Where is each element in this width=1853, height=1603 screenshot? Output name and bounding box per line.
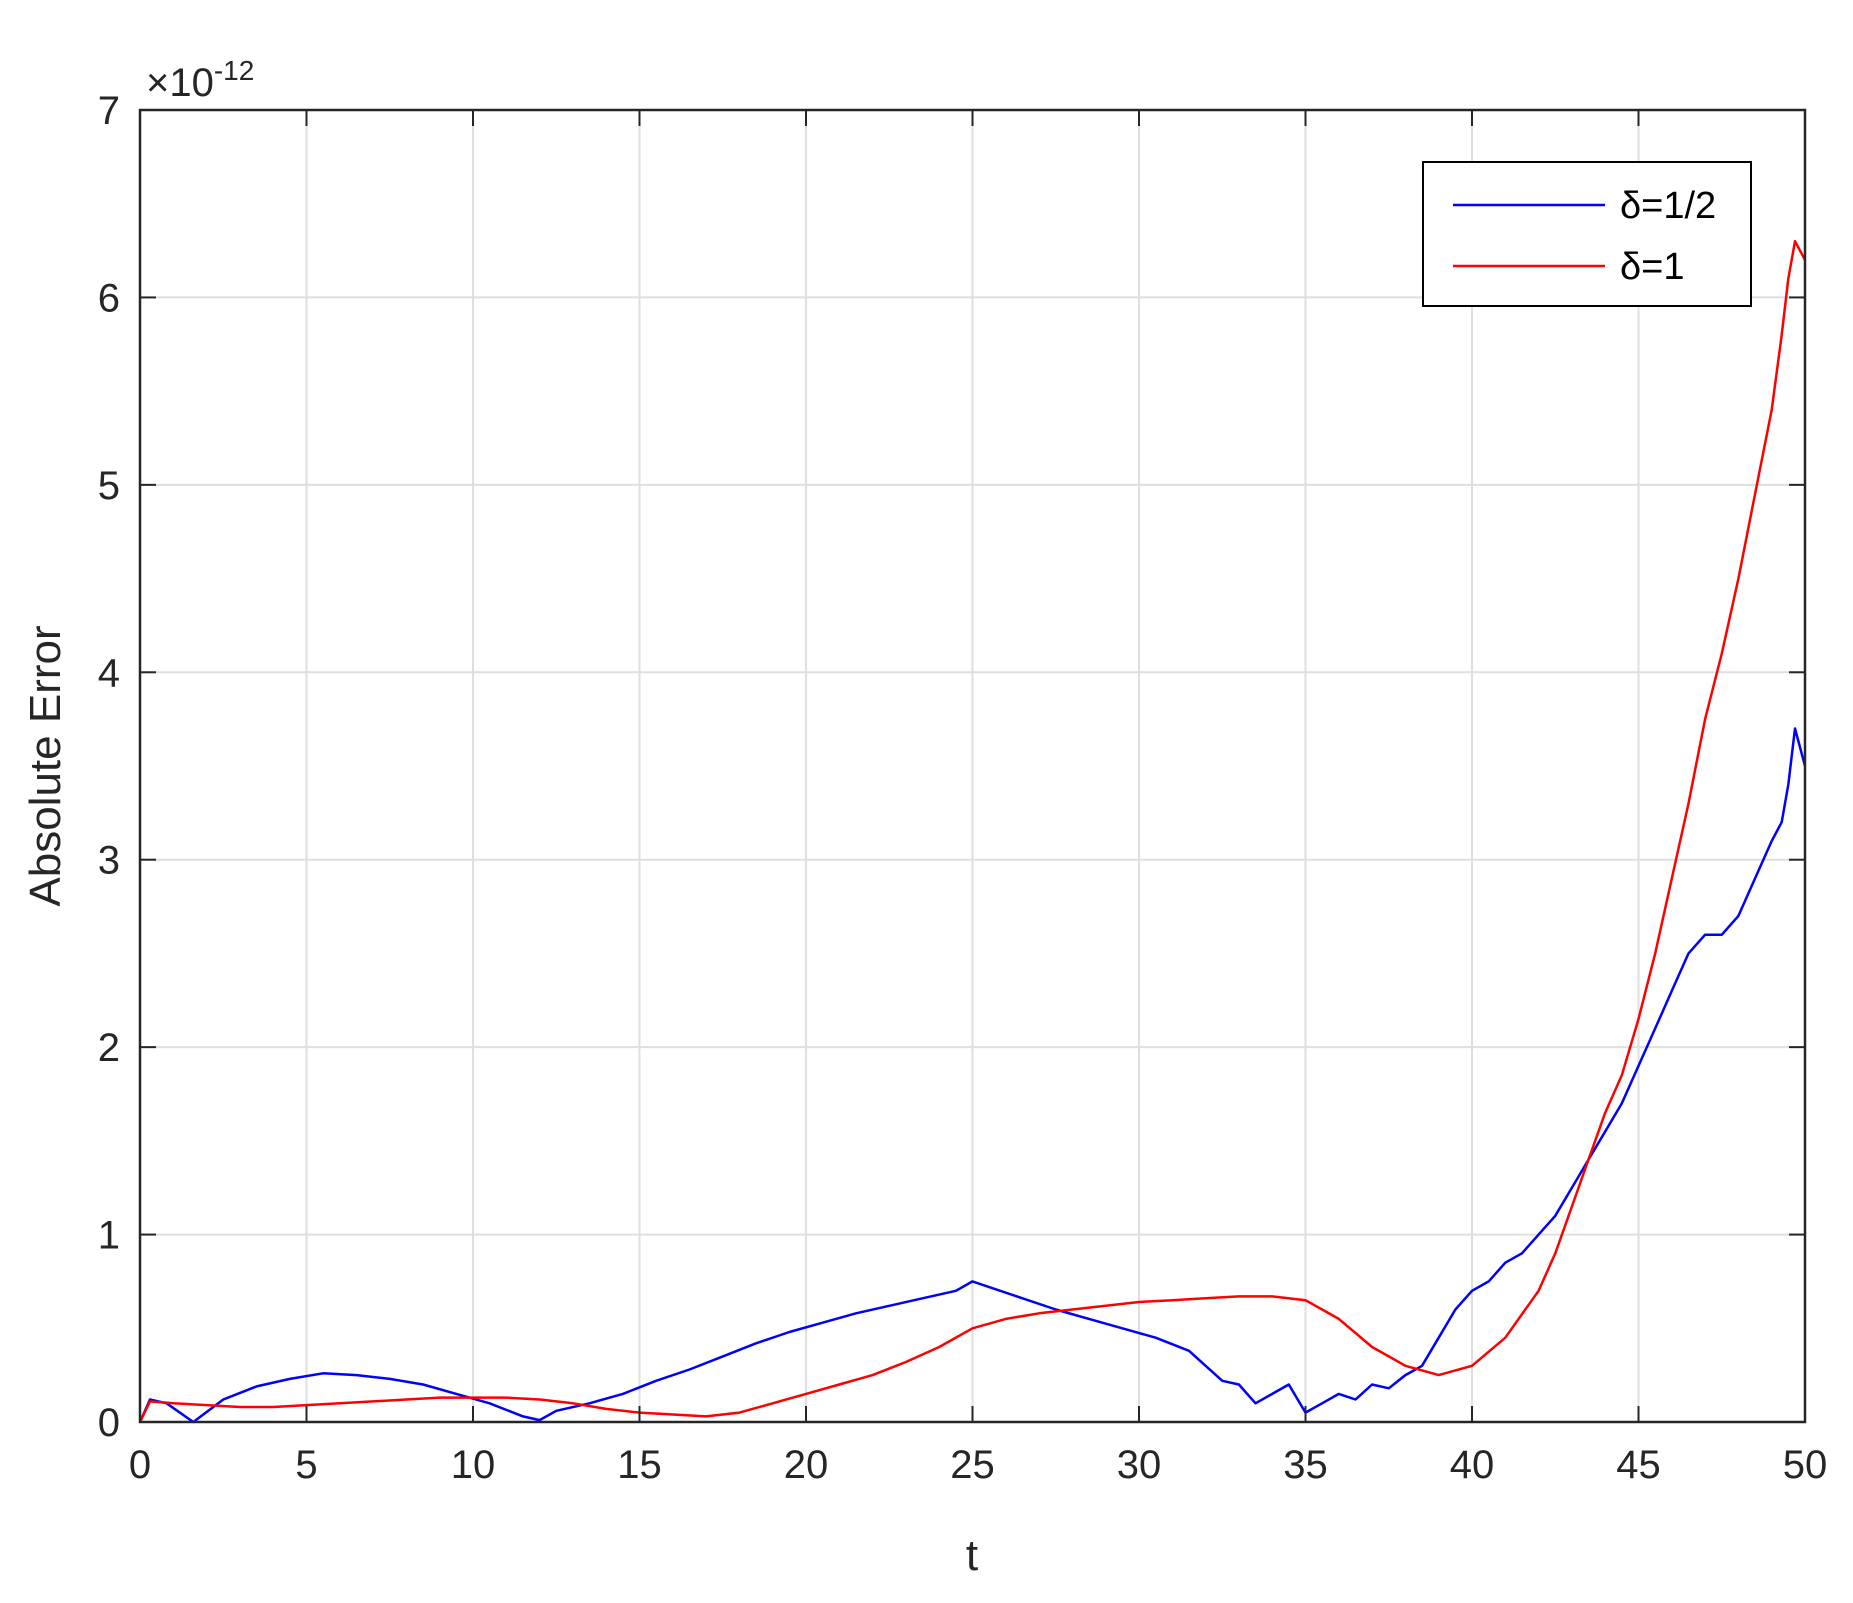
x-tick-label: 0 [129, 1443, 151, 1487]
legend-label-series-2: δ=1 [1620, 246, 1684, 288]
legend-box [1422, 161, 1752, 307]
y-tick-label: 5 [98, 464, 120, 508]
grid-lines [140, 110, 1805, 1422]
y-exponent-label: ×10-12 [146, 55, 254, 105]
y-tick-label: 1 [98, 1214, 120, 1258]
x-tick-label: 40 [1450, 1443, 1495, 1487]
legend: δ=1/2 δ=1 [1422, 161, 1752, 307]
y-tick-label: 6 [98, 276, 120, 320]
x-tick-label: 20 [784, 1443, 829, 1487]
y-tick-label: 3 [98, 839, 120, 883]
y-tick-label: 7 [98, 89, 120, 133]
x-tick-label: 5 [295, 1443, 317, 1487]
series-layer [138, 239, 1807, 1424]
y-tick-label: 0 [98, 1401, 120, 1445]
x-tick-label: 50 [1783, 1443, 1828, 1487]
legend-label-series-1: δ=1/2 [1620, 185, 1716, 227]
x-tick-label: 35 [1283, 1443, 1328, 1487]
x-tick-label: 15 [617, 1443, 662, 1487]
x-tick-label: 30 [1117, 1443, 1162, 1487]
x-tick-label: 25 [950, 1443, 995, 1487]
x-axis-title: t [966, 1531, 978, 1580]
series-line-1 [138, 727, 1807, 1424]
y-tick-label: 4 [98, 651, 120, 695]
x-tick-label: 45 [1616, 1443, 1661, 1487]
axis-ticks [139, 109, 1806, 1423]
y-axis-title: Absolute Error [21, 625, 70, 906]
series-line-2 [138, 239, 1807, 1423]
y-tick-label: 2 [98, 1026, 120, 1070]
x-tick-label: 10 [451, 1443, 496, 1487]
